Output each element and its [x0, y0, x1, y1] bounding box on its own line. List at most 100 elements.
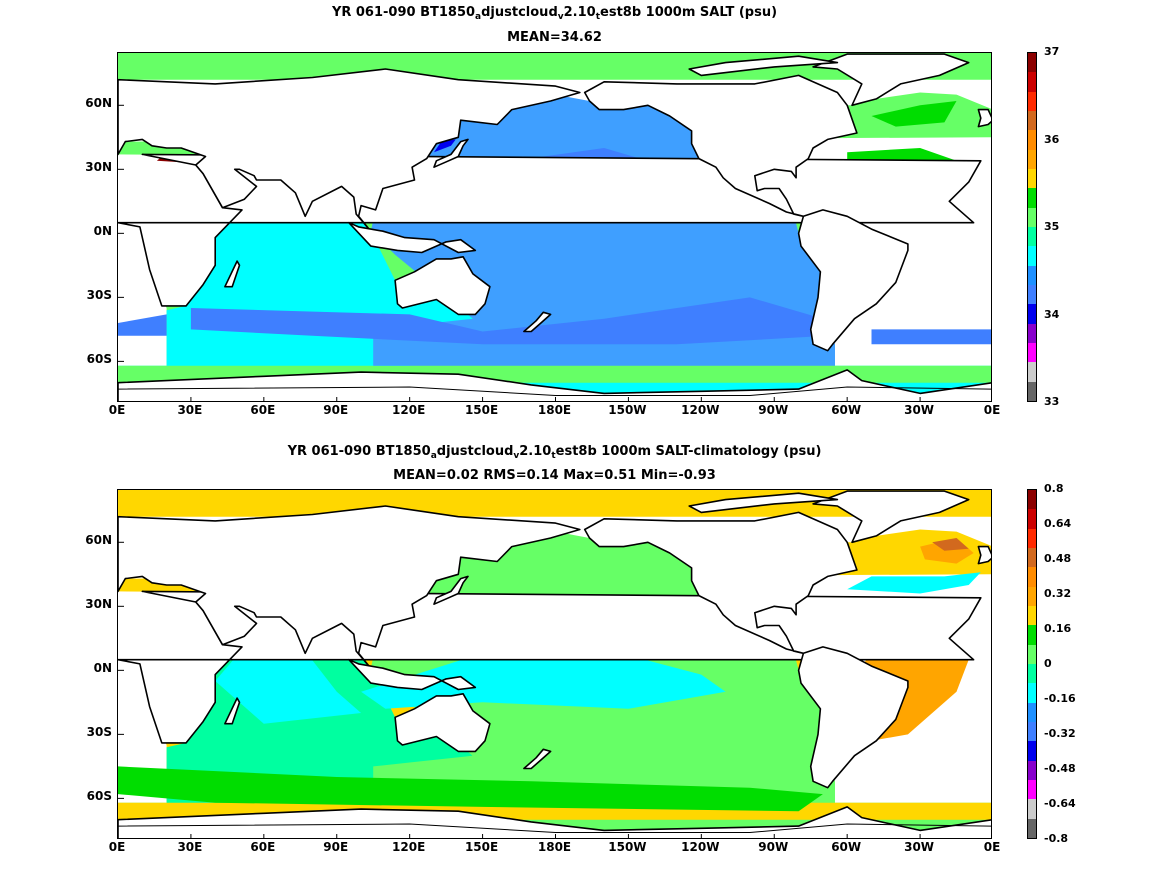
colorbar-segment	[1028, 226, 1036, 247]
x-tick-label: 30E	[177, 840, 203, 854]
x-tick-label: 180E	[537, 840, 572, 854]
colorbar-label: -0.64	[1044, 797, 1076, 810]
y-tick-label: 30S	[86, 288, 112, 303]
labrador-field-6	[932, 538, 969, 551]
x-tick-label: 90W	[758, 403, 789, 417]
x-tick-label: 30W	[904, 403, 935, 417]
arctic-islands-land	[688, 492, 839, 514]
colorbar-label: -0.32	[1044, 727, 1076, 740]
colorbar-label: 37	[1044, 45, 1060, 58]
x-tick-label: 0E	[108, 403, 126, 417]
australia-land	[394, 256, 491, 316]
x-tick-label: 0E	[983, 403, 1001, 417]
chart2-svg	[118, 490, 991, 838]
colorbar-segment	[1028, 799, 1036, 819]
colorbar-segment	[1028, 53, 1036, 73]
chart2-colorbar	[1027, 489, 1037, 839]
y-tick-label: 30S	[86, 725, 112, 740]
pacific_core-field-7	[847, 572, 981, 594]
uk-land	[977, 545, 991, 565]
colorbar-segment	[1028, 72, 1036, 92]
indonesia-land	[348, 221, 477, 254]
x-tick-label: 90W	[758, 840, 789, 854]
x-tick-label: 30W	[904, 840, 935, 854]
x-tick-label: 120W	[681, 403, 720, 417]
colorbar-segment	[1028, 91, 1036, 111]
south-america-land	[797, 209, 909, 352]
indonesia-land	[348, 658, 477, 691]
chart1-subtitle: MEAN=34.62	[507, 30, 602, 45]
chart2-subtitle: MEAN=0.02 RMS=0.14 Max=0.51 Min=-0.93	[393, 468, 716, 483]
colorbar-segment	[1028, 605, 1036, 626]
y-tick-label: 30N	[85, 160, 112, 175]
colorbar-label: 34	[1044, 307, 1060, 321]
x-tick-label: 90E	[323, 840, 349, 854]
x-tick-label: 150E	[464, 403, 499, 417]
x-tick-label: 150W	[608, 403, 647, 417]
australia-land	[394, 693, 491, 753]
colorbar-segment	[1028, 741, 1036, 761]
colorbar-segment	[1028, 644, 1036, 664]
colorbar-segment	[1028, 381, 1036, 401]
colorbar-segment	[1028, 528, 1036, 548]
colorbar-segment	[1028, 625, 1036, 645]
colorbar-label: -0.48	[1044, 762, 1076, 775]
colorbar-segment	[1028, 586, 1036, 606]
chart1-svg	[118, 53, 991, 401]
x-tick-label: 60E	[250, 403, 276, 417]
y-tick-label: 60N	[85, 533, 112, 548]
colorbar-segment	[1028, 683, 1036, 703]
colorbar-segment	[1028, 246, 1036, 266]
colorbar-segment	[1028, 547, 1036, 568]
chart2-title: YR 061-090 BT1850adjustcloudv2.10test8b …	[287, 444, 822, 461]
japan-land	[433, 575, 469, 605]
colorbar-segment	[1028, 779, 1036, 800]
pacific_core-field-0	[361, 649, 726, 709]
colorbar-label: 0.16	[1044, 622, 1072, 635]
antarctic-coastline	[118, 386, 991, 396]
colorbar-segment	[1028, 509, 1036, 529]
greenland-land	[812, 53, 970, 107]
colorbar-label: 0.64	[1044, 517, 1072, 530]
colorbar-segment	[1028, 265, 1036, 285]
x-tick-label: 90E	[323, 403, 349, 417]
colorbar-segment	[1028, 304, 1036, 324]
colorbar-segment	[1028, 362, 1036, 382]
colorbar-label: 33	[1044, 395, 1060, 408]
x-tick-label: 120E	[392, 403, 426, 417]
arctic-islands-land	[688, 55, 839, 77]
atlantic_sub-field-5	[871, 101, 957, 127]
colorbar-segment	[1028, 207, 1036, 227]
colorbar-label: 0.8	[1044, 482, 1064, 495]
south_band-field-3	[871, 329, 991, 345]
antarctic-coastline	[118, 823, 991, 833]
colorbar-segment	[1028, 130, 1036, 150]
y-tick-label: 30N	[85, 597, 112, 612]
madagascar-land	[224, 697, 241, 725]
eurasia-land	[118, 505, 581, 669]
colorbar-segment	[1028, 342, 1036, 363]
colorbar-label: 35	[1044, 220, 1060, 233]
x-tick-label: 60W	[831, 403, 862, 417]
x-tick-label: 60W	[831, 840, 862, 854]
colorbar-segment	[1028, 149, 1036, 169]
colorbar-segment	[1028, 323, 1036, 343]
colorbar-label: 36	[1044, 132, 1060, 146]
y-tick-label: 60S	[86, 789, 112, 804]
south_band-field-2	[118, 314, 167, 336]
chart1-title: YR 061-090 BT1850adjustcloudv2.10test8b …	[331, 5, 778, 22]
y-tick-label: 0N	[93, 224, 112, 239]
x-tick-label: 180E	[537, 403, 572, 417]
colorbar-segment	[1028, 168, 1036, 189]
colorbar-label: -0.16	[1044, 692, 1076, 705]
colorbar-segment	[1028, 490, 1036, 510]
newzealand-land	[523, 748, 552, 770]
greenland-land	[812, 490, 970, 544]
colorbar-segment	[1028, 818, 1036, 838]
y-tick-label: 60N	[85, 96, 112, 111]
chart1-map	[117, 52, 992, 402]
colorbar-label: 0	[1044, 657, 1052, 670]
south_band-field-1	[190, 297, 828, 345]
colorbar-segment	[1028, 567, 1036, 587]
newzealand-land	[523, 311, 552, 333]
